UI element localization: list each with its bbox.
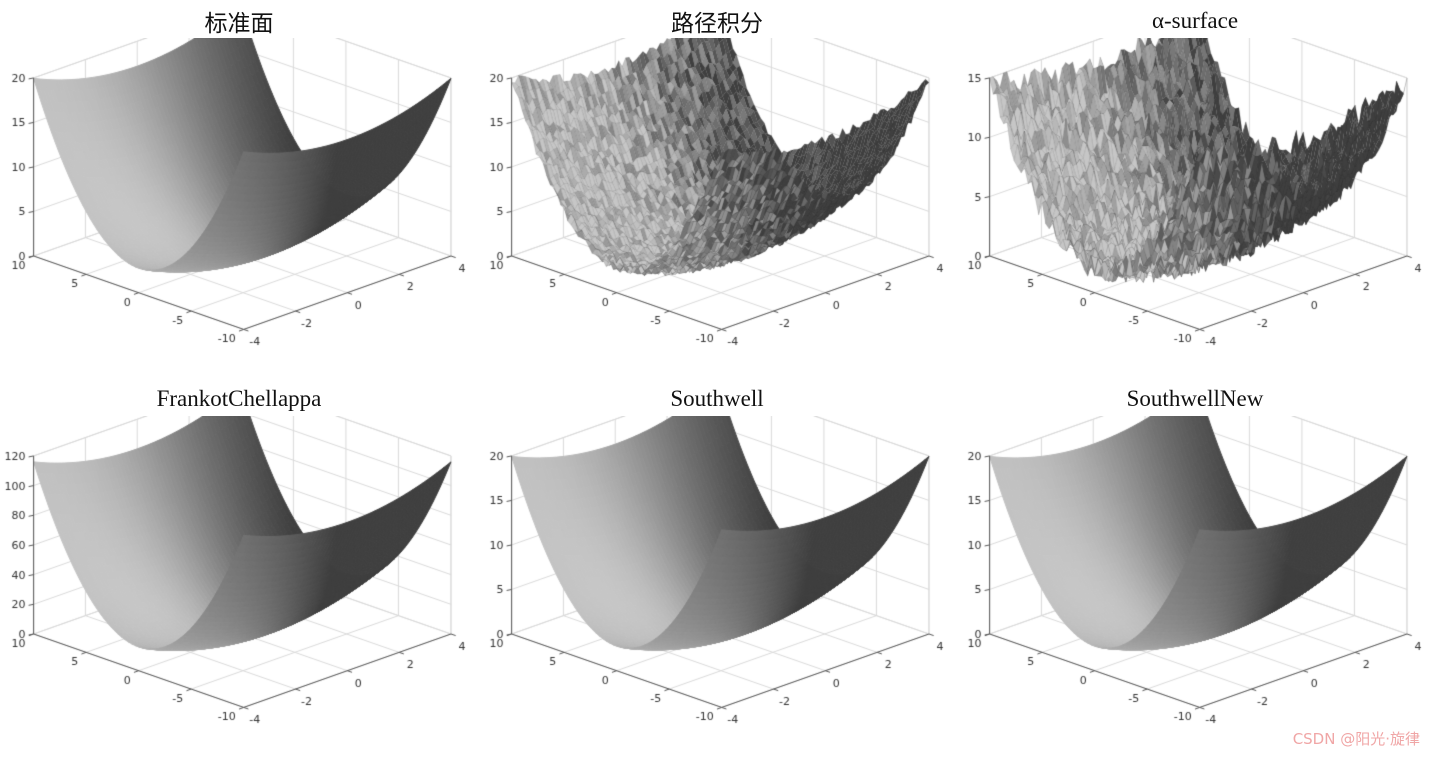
surface-plot-canvas-standard (4, 38, 474, 360)
plot-path-integral: 路径积分 (478, 0, 956, 378)
plot-title-standard-surface: 标准面 (205, 4, 274, 38)
watermark-text: CSDN @阳光·旋律 (1293, 728, 1420, 749)
plots-grid: 标准面 路径积分 α-surface FrankotChellappa Sout… (0, 0, 1434, 756)
surface-plot-canvas-southwell (482, 416, 952, 738)
plot-southwell-new: SouthwellNew (956, 378, 1434, 756)
plot-alpha-surface: α-surface (956, 0, 1434, 378)
surface-plot-canvas-alpha-surface (960, 38, 1430, 360)
plot-title-frankot-chellappa: FrankotChellappa (157, 382, 322, 416)
figure-page: 标准面 路径积分 α-surface FrankotChellappa Sout… (0, 0, 1434, 757)
surface-plot-canvas-southwell-new (960, 416, 1430, 738)
plot-frankot-chellappa: FrankotChellappa (0, 378, 478, 756)
surface-plot-canvas-frankot-chellappa (4, 416, 474, 738)
plot-southwell: Southwell (478, 378, 956, 756)
surface-plot-canvas-path-integral (482, 38, 952, 360)
plot-title-path-integral: 路径积分 (671, 4, 763, 38)
plot-title-alpha-surface: α-surface (1152, 4, 1238, 38)
plot-title-southwell: Southwell (670, 382, 763, 416)
plot-standard-surface: 标准面 (0, 0, 478, 378)
plot-title-southwell-new: SouthwellNew (1127, 382, 1264, 416)
